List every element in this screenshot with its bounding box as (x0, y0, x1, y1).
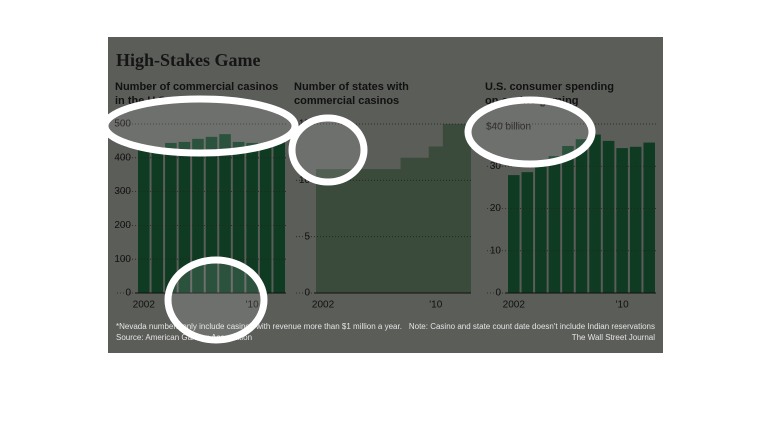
bar (575, 139, 588, 293)
x-tick-label: '10 (429, 300, 442, 311)
highlight (464, 96, 596, 168)
x-tick-label: 2002 (133, 300, 156, 311)
bar (548, 156, 561, 293)
bar (151, 146, 164, 293)
bar (205, 136, 218, 293)
bar (138, 145, 150, 293)
bar (521, 172, 534, 293)
highlight (288, 114, 368, 186)
bar (165, 142, 177, 293)
y-tick-label: 0 (495, 288, 501, 299)
highlights (101, 95, 596, 344)
bar (535, 163, 547, 293)
y-tick-label: 5 (304, 231, 310, 242)
chart-title: Number of commercial casinos (115, 81, 278, 93)
bar (219, 134, 231, 293)
bar (643, 142, 655, 293)
highlight (101, 95, 299, 157)
credit: The Wall Street Journal (572, 333, 656, 342)
note: Note: Casino and state count date doesn'… (409, 322, 655, 331)
footnote: *Nevada numbers only include casinos wit… (116, 322, 402, 331)
y-tick-label: 0 (304, 288, 310, 299)
x-tick-label: '10 (616, 300, 629, 311)
source: Source: American Gaming Association (116, 333, 252, 342)
x-tick-label: 2002 (503, 300, 526, 311)
y-tick-label: 0 (125, 288, 131, 299)
bar (589, 134, 601, 293)
chart-title: U.S. consumer spending (485, 81, 614, 93)
y-tick-label: 500 (114, 119, 131, 130)
y-tick-label: 20 (490, 203, 502, 214)
bar (508, 175, 520, 293)
bar (562, 145, 574, 293)
bar (178, 141, 191, 293)
bar (616, 148, 628, 293)
bar (273, 141, 285, 293)
y-tick-label: 400 (114, 152, 131, 163)
chart-title: Number of states with (294, 81, 409, 93)
step-area (316, 124, 471, 293)
y-tick-label: 300 (114, 186, 131, 197)
y-tick-label: 30 (490, 161, 502, 172)
y-tick-label: 10 (490, 245, 502, 256)
y-tick-label: $40 billion (486, 122, 531, 133)
y-tick-label: 10 (299, 175, 311, 186)
bar (246, 142, 258, 293)
bar (629, 146, 642, 293)
bar (232, 141, 245, 293)
x-tick-label: '10 (246, 300, 259, 311)
y-tick-label: 200 (114, 220, 131, 231)
bar (192, 138, 204, 293)
main-title: High-Stakes Game (116, 50, 261, 70)
x-tick-label: 2002 (312, 300, 335, 311)
bar (259, 143, 272, 293)
y-tick-label: 100 (114, 254, 131, 265)
highlight (164, 256, 268, 344)
chart-title: commercial casinos (294, 95, 399, 107)
bar (602, 140, 615, 293)
